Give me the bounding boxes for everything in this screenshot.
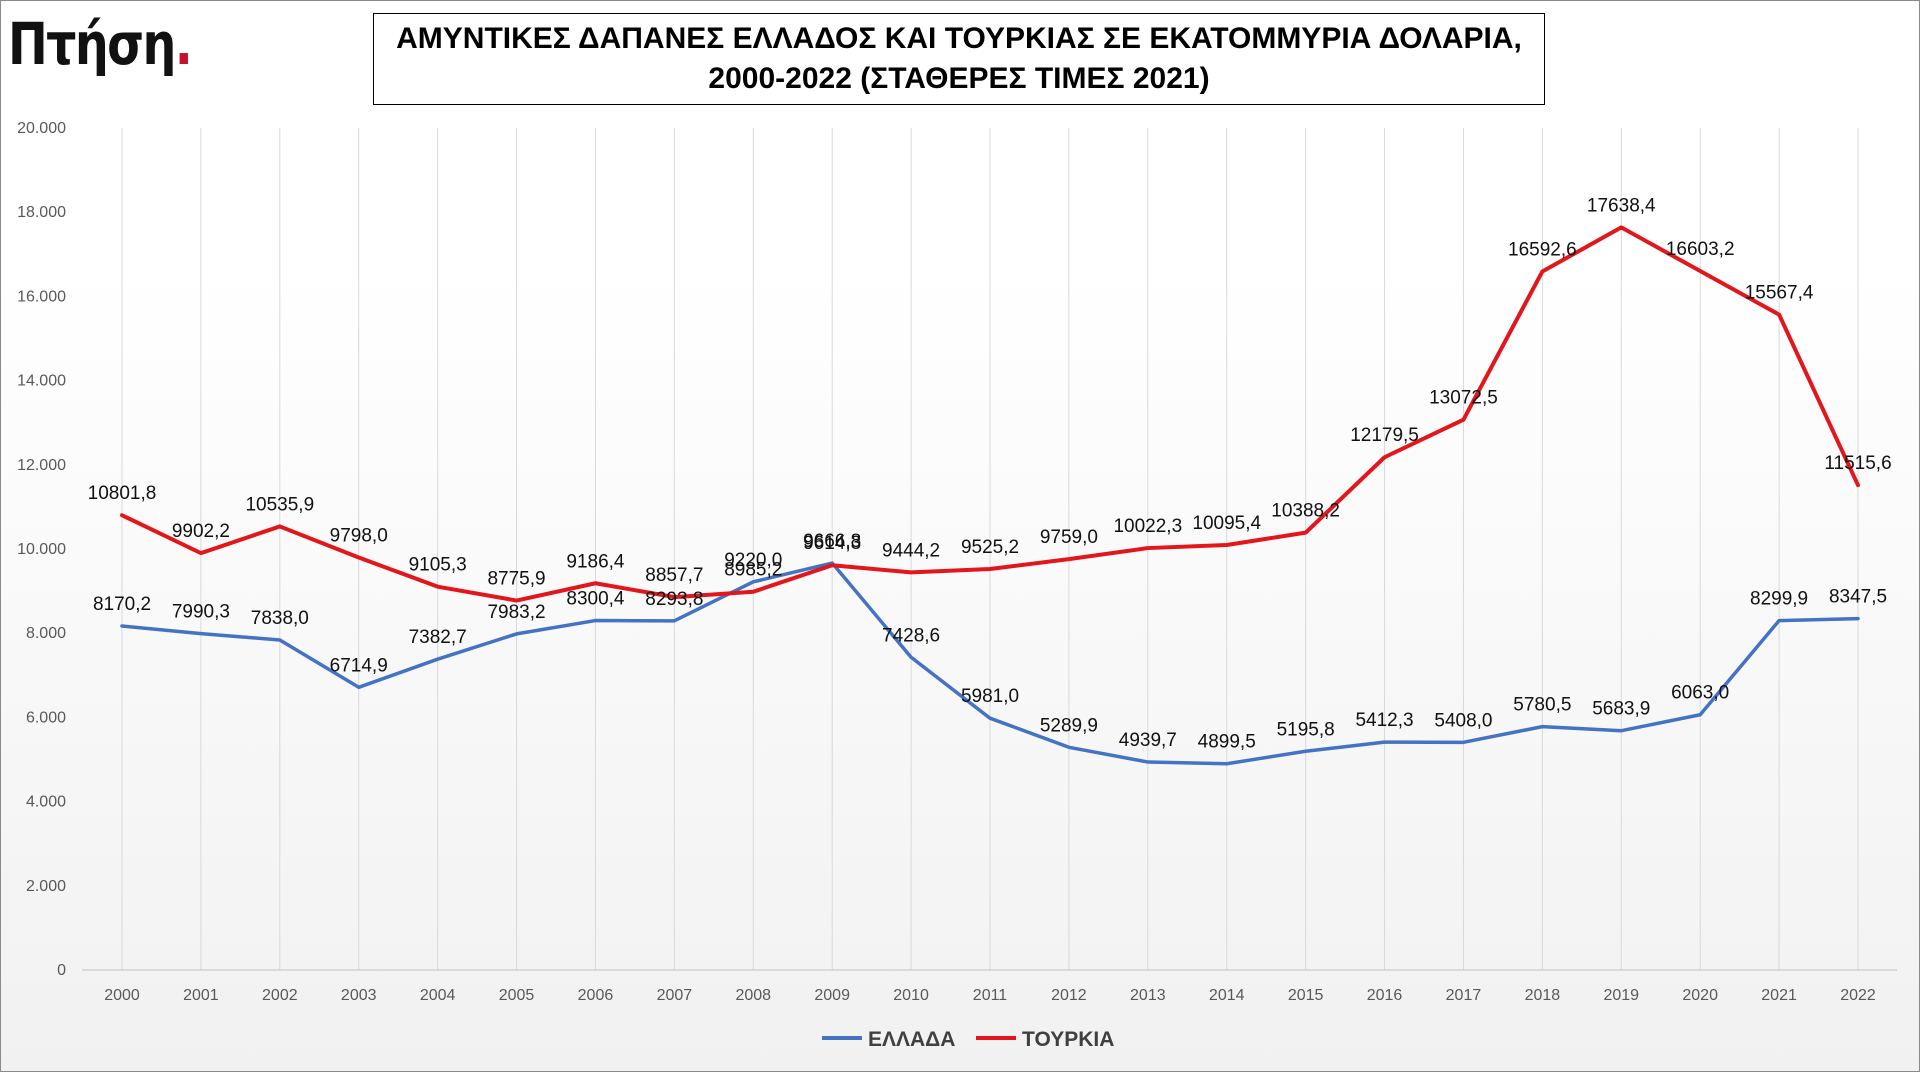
legend: ΕΛΛΑΔΑ ΤΟΥΡΚΙΑ bbox=[822, 1028, 1114, 1051]
data-label: 7983,2 bbox=[487, 602, 545, 623]
data-label: 5683,9 bbox=[1592, 699, 1650, 720]
data-label: 8857,7 bbox=[645, 565, 703, 586]
x-tick-label: 2016 bbox=[1367, 987, 1403, 1004]
data-label: 5981,0 bbox=[961, 686, 1019, 707]
data-label: 8300,4 bbox=[566, 589, 625, 610]
legend-label: ΤΟΥΡΚΙΑ bbox=[1022, 1028, 1114, 1051]
data-label: 8299,9 bbox=[1750, 589, 1808, 610]
data-label: 11515,6 bbox=[1824, 453, 1891, 474]
chart-title-line2: 2000-2022 (ΣΤΑΘΕΡΕΣ ΤΙΜΕΣ 2021) bbox=[708, 62, 1210, 95]
data-label: 17638,4 bbox=[1587, 195, 1656, 216]
logo-text: Πτήση bbox=[8, 10, 176, 78]
chart-title-box: ΑΜΥΝΤΙΚΕΣ ΔΑΠΑΝΕΣ ΕΛΛΑΔΟΣ ΚΑΙ ΤΟΥΡΚΙΑΣ Σ… bbox=[373, 13, 1545, 105]
y-tick-label: 2.000 bbox=[26, 878, 66, 895]
x-tick-label: 2001 bbox=[183, 987, 219, 1004]
x-tick-label: 2012 bbox=[1051, 987, 1087, 1004]
y-axis: 0 2.000 4.000 6.000 8.000 10.000 12.000 14.000 1… bbox=[17, 120, 66, 979]
x-tick-label: 2011 bbox=[973, 987, 1008, 1004]
data-label: 9186,4 bbox=[566, 551, 625, 572]
x-tick-label: 2000 bbox=[104, 987, 140, 1004]
y-tick-label: 12.000 bbox=[17, 457, 66, 474]
x-tick-label: 2020 bbox=[1682, 987, 1718, 1004]
x-tick-label: 2006 bbox=[578, 987, 614, 1004]
data-label: 10535,9 bbox=[245, 494, 314, 515]
logo-dot: . bbox=[174, 10, 193, 78]
x-tick-label: 2015 bbox=[1288, 987, 1324, 1004]
y-tick-label: 10.000 bbox=[17, 541, 66, 558]
x-tick-label: 2009 bbox=[814, 987, 850, 1004]
logo: Πτήση. bbox=[8, 10, 193, 78]
x-tick-label: 2008 bbox=[735, 987, 771, 1004]
series-line-0 bbox=[120, 561, 1860, 766]
data-label: 4939,7 bbox=[1119, 730, 1177, 751]
y-tick-label: 14.000 bbox=[17, 373, 66, 390]
data-label: 9220,0 bbox=[724, 550, 782, 571]
data-label: 7838,0 bbox=[251, 608, 309, 629]
data-label: 10095,4 bbox=[1192, 513, 1261, 534]
y-tick-label: 0 bbox=[57, 962, 66, 979]
data-label: 10022,3 bbox=[1113, 516, 1182, 537]
x-tick-label: 2004 bbox=[420, 987, 456, 1004]
data-label: 8293,8 bbox=[645, 589, 703, 610]
x-tick-label: 2014 bbox=[1209, 987, 1245, 1004]
chart-title-line1: ΑΜΥΝΤΙΚΕΣ ΔΑΠΑΝΕΣ ΕΛΛΑΔΟΣ ΚΑΙ ΤΟΥΡΚΙΑΣ Σ… bbox=[396, 22, 1522, 55]
x-tick-label: 2005 bbox=[499, 987, 535, 1004]
series-lines bbox=[120, 225, 1860, 766]
y-tick-label: 20.000 bbox=[17, 120, 66, 137]
data-label: 5780,5 bbox=[1513, 695, 1571, 716]
x-tick-label: 2017 bbox=[1446, 987, 1482, 1004]
x-tick-label: 2021 bbox=[1761, 987, 1797, 1004]
data-label: 5289,9 bbox=[1040, 715, 1098, 736]
data-label: 8775,9 bbox=[487, 569, 545, 590]
series-line-1 bbox=[120, 225, 1860, 603]
x-tick-label: 2007 bbox=[657, 987, 693, 1004]
data-label: 6063,0 bbox=[1671, 683, 1729, 704]
data-label: 7990,3 bbox=[172, 602, 230, 623]
data-label: 16603,2 bbox=[1666, 239, 1735, 260]
data-label: 8985,2 bbox=[724, 560, 782, 581]
x-axis: 2000 2001 2002 2003 2004 2005 2006 2007 2008 2009… bbox=[104, 987, 1876, 1004]
data-label: 9759,0 bbox=[1040, 527, 1098, 548]
y-tick-label: 16.000 bbox=[17, 288, 66, 305]
data-label: 12179,5 bbox=[1350, 425, 1419, 446]
x-tick-label: 2010 bbox=[893, 987, 929, 1004]
x-tick-label: 2022 bbox=[1840, 987, 1876, 1004]
data-label: 15567,4 bbox=[1745, 283, 1814, 304]
x-tick-label: 2013 bbox=[1130, 987, 1166, 1004]
data-label: 9902,2 bbox=[172, 521, 230, 542]
data-label: 7428,6 bbox=[882, 625, 940, 646]
data-label: 5412,3 bbox=[1355, 710, 1413, 731]
data-label: 10801,8 bbox=[88, 483, 157, 504]
data-labels: 8170,2 7990,3 7838,0 6714,9 7382,7 7983,2 8300… bbox=[88, 195, 1892, 752]
y-tick-label: 6.000 bbox=[26, 709, 66, 726]
y-tick-label: 8.000 bbox=[26, 625, 66, 642]
x-tick-label: 2018 bbox=[1525, 987, 1561, 1004]
y-tick-label: 4.000 bbox=[26, 794, 66, 811]
x-tick-label: 2019 bbox=[1603, 987, 1639, 1004]
data-label: 4899,5 bbox=[1198, 732, 1256, 753]
data-label: 9525,2 bbox=[961, 537, 1019, 558]
x-tick-label: 2003 bbox=[341, 987, 377, 1004]
data-label: 5195,8 bbox=[1277, 719, 1335, 740]
data-label: 9614,3 bbox=[803, 533, 861, 554]
data-label: 10388,2 bbox=[1271, 501, 1340, 522]
data-label: 9666,8 bbox=[803, 531, 861, 552]
data-label: 9798,0 bbox=[330, 526, 388, 547]
data-label: 8170,2 bbox=[93, 594, 151, 615]
data-label: 9444,2 bbox=[882, 540, 940, 561]
data-label: 8347,5 bbox=[1829, 587, 1887, 608]
data-label: 13072,5 bbox=[1429, 388, 1498, 409]
legend-label: ΕΛΛΑΔΑ bbox=[868, 1028, 955, 1051]
data-label: 9105,3 bbox=[409, 555, 467, 576]
y-tick-label: 18.000 bbox=[17, 204, 66, 221]
data-label: 5408,0 bbox=[1434, 710, 1492, 731]
data-label: 16592,6 bbox=[1508, 239, 1577, 260]
data-label: 6714,9 bbox=[330, 655, 388, 676]
x-tick-label: 2002 bbox=[262, 987, 298, 1004]
data-label: 7382,7 bbox=[409, 627, 467, 648]
gridlines bbox=[82, 128, 1897, 971]
